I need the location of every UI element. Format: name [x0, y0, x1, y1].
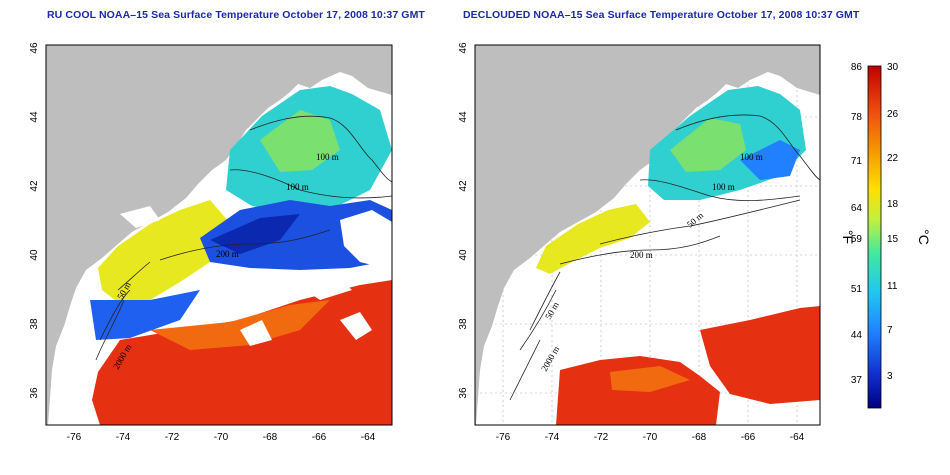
colorbar-celsius-unit: °C — [916, 229, 932, 245]
colorbar-c-tick: 15 — [887, 234, 899, 245]
right-map-title: DECLOUDED NOAA–15 Sea Surface Temperatur… — [463, 9, 860, 21]
left-map-frame — [45, 44, 393, 426]
colorbar-gradient — [867, 65, 882, 409]
right-map-y-axis: 36 38 40 42 44 46 — [458, 42, 469, 399]
right-lon-tick: -66 — [741, 432, 756, 443]
left-contour-label-1: 100 m — [316, 152, 339, 162]
left-lon-tick: -66 — [312, 432, 327, 443]
left-contour-label-3: 200 m — [216, 249, 239, 259]
right-lat-tick: 38 — [458, 318, 469, 330]
left-map-title: RU COOL NOAA–15 Sea Surface Temperature … — [47, 9, 425, 21]
right-lon-tick: -70 — [643, 432, 658, 443]
right-lon-tick: -72 — [594, 432, 609, 443]
left-lon-tick: -70 — [214, 432, 229, 443]
right-lon-tick: -68 — [692, 432, 707, 443]
right-map-frame — [474, 44, 821, 426]
left-contour-label-2: 100 m — [286, 182, 309, 192]
colorbar-f-tick: 44 — [851, 330, 863, 341]
left-lat-tick: 42 — [29, 180, 40, 192]
right-lat-tick: 44 — [458, 111, 469, 123]
right-lon-tick: -74 — [545, 432, 560, 443]
right-map-land — [475, 45, 820, 425]
left-map-x-axis: -76 -74 -72 -70 -68 -66 -64 — [67, 432, 376, 443]
right-map-x-axis: -76 -74 -72 -70 -68 -66 -64 — [496, 432, 805, 443]
left-map-y-axis: 36 38 40 42 44 46 — [29, 42, 40, 399]
left-lat-tick: 40 — [29, 249, 40, 261]
colorbar-f-tick: 86 — [851, 62, 863, 73]
colorbar-fahrenheit-unit: °F — [840, 230, 856, 244]
left-map-warm-water — [92, 280, 392, 425]
right-lat-tick: 40 — [458, 249, 469, 261]
right-contour-label-1: 100 m — [740, 152, 763, 162]
colorbar-c-tick: 18 — [887, 199, 899, 210]
left-map-clouds — [120, 206, 392, 346]
left-lon-tick: -68 — [263, 432, 278, 443]
colorbar-c-tick: 11 — [887, 281, 898, 292]
left-map-land — [46, 45, 392, 425]
colorbar-f-tick: 71 — [851, 156, 863, 167]
left-lat-tick: 46 — [29, 42, 40, 54]
colorbar-f-tick: 59 — [851, 234, 863, 245]
colorbar-f-tick: 78 — [851, 112, 863, 123]
colorbar-c-tick: 26 — [887, 109, 899, 120]
left-lon-tick: -74 — [116, 432, 131, 443]
colorbar-f-tick: 64 — [851, 203, 863, 214]
left-map-slope-water — [200, 200, 392, 270]
colorbar: 86 78 71 64 59 51 44 37 30 26 22 18 15 1… — [840, 62, 932, 409]
right-map-bathymetry-contours — [509, 114, 820, 401]
colorbar-f-tick: 37 — [851, 375, 863, 386]
right-contour-label-2: 100 m — [712, 182, 735, 192]
left-map-shelf-water — [98, 200, 236, 304]
right-map-shelf-water — [536, 204, 650, 274]
left-lon-tick: -76 — [67, 432, 82, 443]
colorbar-f-tick: 51 — [851, 284, 863, 295]
left-map: 100 m 100 m 200 m 50 m 2000 m -76 -74 -7… — [29, 42, 393, 443]
right-lat-tick: 36 — [458, 387, 469, 399]
right-contour-label-4: 200 m — [630, 250, 653, 260]
colorbar-c-tick: 7 — [887, 325, 893, 336]
right-lat-tick: 46 — [458, 42, 469, 54]
left-lat-tick: 44 — [29, 111, 40, 123]
colorbar-c-tick: 30 — [887, 62, 899, 73]
left-lon-tick: -64 — [361, 432, 376, 443]
colorbar-c-tick: 3 — [887, 371, 893, 382]
right-map: 100 m 100 m 50 m 200 m 50 m 2000 m -76 -… — [458, 42, 821, 443]
right-map-warm-water — [556, 306, 820, 425]
left-lat-tick: 36 — [29, 387, 40, 399]
left-map-bathymetry-contours — [95, 115, 392, 361]
colorbar-c-tick: 22 — [887, 153, 899, 164]
left-lat-tick: 38 — [29, 318, 40, 330]
right-lat-tick: 42 — [458, 180, 469, 192]
left-lon-tick: -72 — [165, 432, 180, 443]
right-lon-tick: -76 — [496, 432, 511, 443]
right-lon-tick: -64 — [790, 432, 805, 443]
